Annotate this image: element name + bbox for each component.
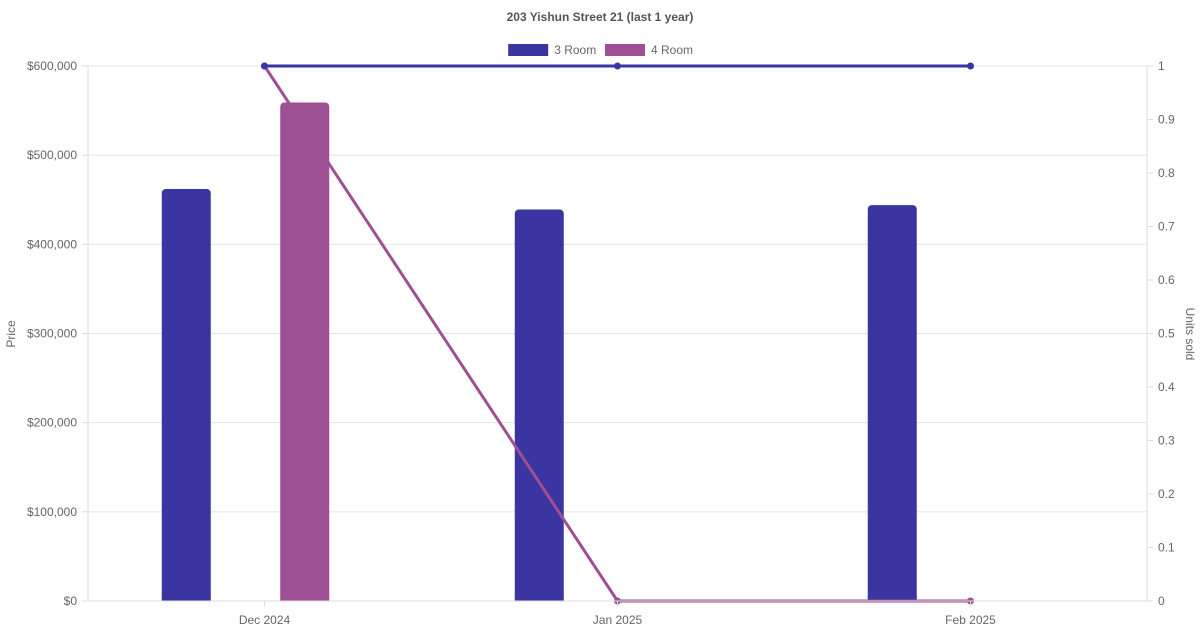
bar-base (867, 596, 917, 601)
y-axis-right-title: Units sold (1183, 308, 1197, 361)
y-right-tick-label: 0.9 (1158, 113, 1175, 127)
y-right-tick-label: 0.6 (1158, 273, 1175, 287)
bar-4-room-dec-2024[interactable] (280, 102, 330, 601)
x-tick-label: Feb 2025 (945, 613, 996, 627)
y-left-tick-label: $200,000 (27, 416, 77, 430)
legend-label-4-room[interactable]: 4 Room (651, 43, 693, 57)
bar-3-room-jan-2025[interactable] (514, 209, 564, 601)
y-left-tick-label: $100,000 (27, 505, 77, 519)
bar-3-room-feb-2025[interactable] (867, 205, 917, 601)
point-3-room-jan-2025[interactable] (614, 62, 621, 70)
x-tick-label: Jan 2025 (593, 613, 643, 627)
y-right-tick-label: 0.8 (1158, 166, 1175, 180)
legend-swatch-3-room[interactable] (508, 44, 549, 56)
y-right-tick-label: 0.4 (1158, 380, 1175, 394)
x-tick-label: Dec 2024 (239, 613, 291, 627)
y-axis-left-title: Price (4, 320, 18, 348)
grid-lines (88, 65, 1147, 602)
bar-series (161, 102, 917, 602)
y-right-tick-label: 0 (1158, 594, 1165, 608)
y-right-tick-label: 0.5 (1158, 327, 1175, 341)
y-left-tick-label: $0 (64, 594, 78, 608)
y-left-tick-label: $400,000 (27, 237, 77, 251)
bar-base (514, 596, 564, 601)
y-right-tick-label: 0.2 (1158, 487, 1175, 501)
y-left-tick-label: $600,000 (27, 59, 77, 73)
y-right-tick-label: 1 (1158, 59, 1165, 73)
y-right-tick-label: 0.7 (1158, 220, 1175, 234)
legend-swatch-4-room[interactable] (605, 44, 645, 56)
y-left-tick-label: $500,000 (27, 148, 77, 162)
point-3-room-feb-2025[interactable] (967, 62, 974, 70)
bar-3-room-dec-2024[interactable] (161, 189, 211, 602)
bar-base (280, 596, 330, 601)
y-right-tick-label: 0.1 (1158, 541, 1175, 555)
legend-label-3-room[interactable]: 3 Room (554, 43, 596, 57)
axes: $0 $100,000 $200,000 $300,000 $400,000 $500,0… (27, 59, 1175, 627)
bar-base (161, 596, 211, 601)
point-3-room-dec-2024[interactable] (261, 62, 268, 70)
y-left-tick-label: $300,000 (27, 327, 77, 341)
legend[interactable]: 3 Room 4 Room (508, 43, 693, 57)
y-right-tick-label: 0.3 (1158, 434, 1175, 448)
chart-title: 203 Yishun Street 21 (last 1 year) (507, 10, 694, 24)
